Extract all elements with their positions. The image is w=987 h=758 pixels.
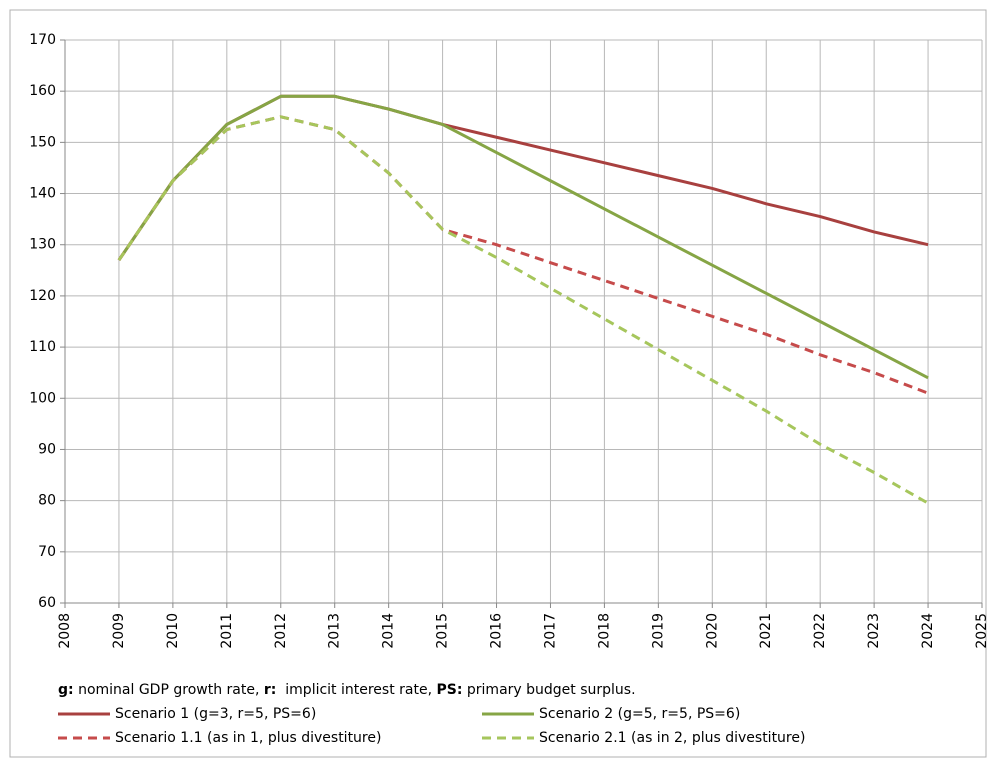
y-tick-label: 120 xyxy=(29,288,56,304)
legend-label: Scenario 2.1 (as in 2, plus divestiture) xyxy=(539,730,805,746)
y-tick-label: 140 xyxy=(29,186,56,202)
x-tick-label: 2011 xyxy=(219,613,235,649)
note-part: PS: xyxy=(437,682,463,698)
y-tick-label: 90 xyxy=(38,441,56,457)
x-tick-label: 2010 xyxy=(165,613,181,649)
x-tick-label: 2025 xyxy=(974,613,987,649)
legend-label: Scenario 2 (g=5, r=5, PS=6) xyxy=(539,706,740,722)
x-tick-label: 2022 xyxy=(812,613,828,649)
legend-label: Scenario 1.1 (as in 1, plus divestiture) xyxy=(115,730,381,746)
y-tick-label: 150 xyxy=(29,134,56,150)
series-line xyxy=(117,94,929,380)
y-tick-label: 170 xyxy=(29,32,56,48)
y-tick-label: 80 xyxy=(38,493,56,509)
y-tick-label: 60 xyxy=(38,595,56,611)
x-tick-label: 2018 xyxy=(596,613,612,649)
x-tick-label: 2017 xyxy=(542,613,558,649)
y-tick-label: 130 xyxy=(29,237,56,253)
note-part: implicit interest rate, xyxy=(276,682,436,698)
x-tick-label: 2009 xyxy=(111,613,127,649)
y-tick-label: 110 xyxy=(29,339,56,355)
x-tick-label: 2012 xyxy=(273,613,289,649)
x-tick-label: 2020 xyxy=(704,613,720,649)
x-tick-label: 2021 xyxy=(758,613,774,649)
y-tick-label: 160 xyxy=(29,83,56,99)
x-tick-label: 2023 xyxy=(866,613,882,649)
note: g: nominal GDP growth rate, r: implicit … xyxy=(58,682,636,698)
x-tick-label: 2014 xyxy=(381,613,397,649)
x-tick-label: 2019 xyxy=(650,613,666,649)
y-tick-label: 100 xyxy=(29,390,56,406)
note-part: nominal GDP growth rate, xyxy=(74,682,264,698)
x-tick-label: 2008 xyxy=(57,613,73,649)
y-tick-label: 70 xyxy=(38,544,56,560)
note-part: r: xyxy=(264,682,277,698)
note-part: g: xyxy=(58,682,74,698)
x-tick-label: 2024 xyxy=(920,613,936,649)
series-line xyxy=(117,115,929,505)
x-tick-label: 2016 xyxy=(489,613,505,649)
legend-label: Scenario 1 (g=3, r=5, PS=6) xyxy=(115,706,316,722)
x-tick-label: 2013 xyxy=(327,613,343,649)
x-tick-label: 2015 xyxy=(435,613,451,649)
note-part: primary budget surplus. xyxy=(462,682,635,698)
